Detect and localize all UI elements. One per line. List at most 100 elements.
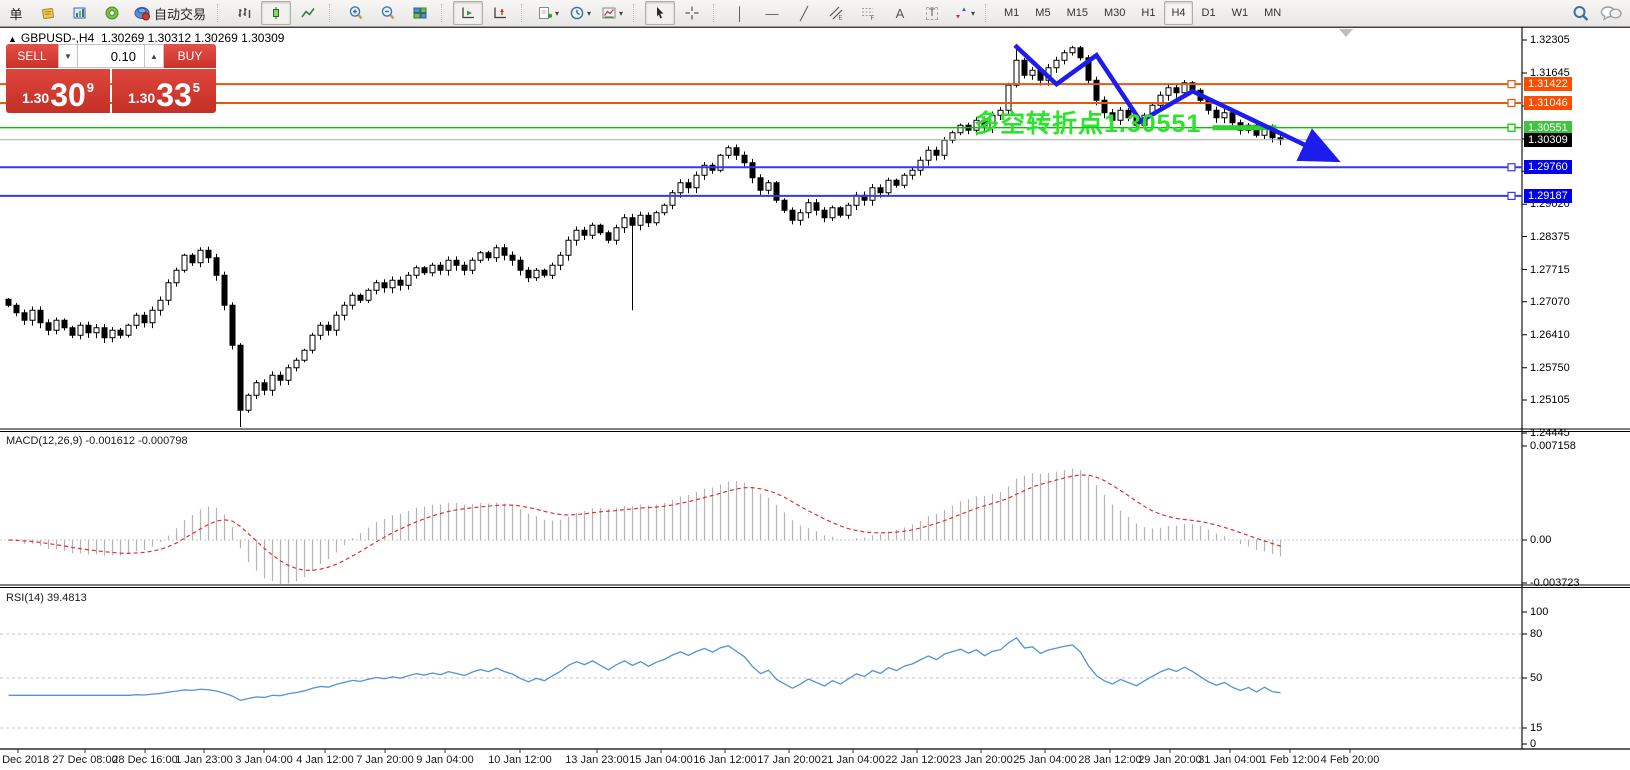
level-handle[interactable] <box>1507 191 1516 200</box>
time-axis-label: 4 Feb 20:00 <box>1320 754 1380 766</box>
time-axis-label: 4 Jan 12:00 <box>296 754 354 766</box>
time-axis-label: 28 Jan 12:00 <box>1078 754 1142 766</box>
indicators-dropdown-caret[interactable]: ▾ <box>555 8 560 18</box>
vertical-line-icon[interactable]: │ <box>735 5 745 21</box>
zoom-out-icon[interactable] <box>373 1 403 25</box>
toolbar-separator <box>521 4 529 22</box>
indicators-add-icon[interactable]: ▾ <box>533 1 563 25</box>
time-axis-label: 22 Jan 12:00 <box>885 754 949 766</box>
buy-price-pip: 5 <box>192 80 201 95</box>
new-chart-icon[interactable] <box>65 1 95 25</box>
arrows-dropdown-caret[interactable]: ▾ <box>971 8 976 18</box>
timeframe-button-M1[interactable]: M1 <box>1004 7 1020 19</box>
indicator-axis-label: -0.003723 <box>1530 577 1580 589</box>
label-icon-letter: T <box>925 6 939 20</box>
svg-text:E: E <box>839 16 843 22</box>
timeframe-button-M15[interactable]: M15 <box>1066 7 1088 19</box>
arrows-icon[interactable]: ▾ <box>949 1 979 25</box>
chart-shift-icon[interactable] <box>485 1 515 25</box>
scroll-to-end-marker[interactable] <box>1339 29 1353 37</box>
zoom-group <box>340 0 436 26</box>
price-tick-label: 1.27070 <box>1530 295 1570 308</box>
collapse-icon[interactable]: ▲ <box>8 34 17 44</box>
horizontal-line-icon[interactable]: — <box>765 5 779 21</box>
level-handle[interactable] <box>1507 98 1516 108</box>
toolbar-separator <box>217 4 225 22</box>
time-axis-label: 1 Jan 23:00 <box>175 754 233 766</box>
level-handle[interactable] <box>1507 123 1516 132</box>
macd-values: -0.001612 -0.000798 <box>85 435 188 447</box>
timeframe-group: M1 M5 M15 M30 H1 H4 D1 W1 MN <box>996 0 1289 26</box>
signals-icon[interactable] <box>97 1 127 25</box>
crosshair-icon[interactable] <box>677 1 707 25</box>
ohlc-values: 1.30269 1.30312 1.30269 1.30309 <box>100 31 285 45</box>
price-tick-label: 1.25750 <box>1530 361 1570 374</box>
price-badge-1.31046: 1.31046 <box>1524 95 1572 110</box>
buy-price-prefix: 1.30 <box>127 90 156 106</box>
auto-scroll-icon[interactable] <box>453 1 484 25</box>
candlestick-chart-icon[interactable] <box>261 1 292 25</box>
indicator-axis-label: 0.00 <box>1530 534 1552 546</box>
zoom-in-icon[interactable] <box>341 1 371 25</box>
timeframe-button-D1[interactable]: D1 <box>1201 7 1216 19</box>
buy-price-button[interactable]: 1.30 33 5 <box>112 69 216 113</box>
history-center-icon[interactable] <box>33 1 63 25</box>
new-order-button[interactable]: 单 <box>1 1 31 25</box>
timeframe-button-M30[interactable]: M30 <box>1103 7 1126 19</box>
trendline-icon[interactable]: ╱ <box>800 5 808 21</box>
sell-price-button[interactable]: 1.30 30 9 <box>6 69 110 113</box>
trend-arrow-line[interactable] <box>1013 43 1341 163</box>
line-chart-icon[interactable] <box>293 1 323 25</box>
equidistant-channel-icon[interactable]: E <box>821 1 851 25</box>
timeframe-button-H4[interactable]: H4 <box>1164 1 1193 25</box>
drawing-group: │ — ╱ E F A T ▾ <box>724 0 980 26</box>
periods-clock-icon[interactable]: ▾ <box>565 1 595 25</box>
templates-icon[interactable]: ▾ <box>597 1 627 25</box>
text-icon[interactable]: A <box>885 1 915 25</box>
periods-dropdown-caret[interactable]: ▾ <box>587 8 592 18</box>
pivot-annotation-text[interactable]: 多空转折点1.30551 <box>974 110 1202 138</box>
sell-button[interactable]: SELL <box>6 44 58 68</box>
time-axis-label: 28 Dec 16:00 <box>112 754 178 766</box>
time-axis-label: 25 Jan 04:00 <box>1013 754 1077 766</box>
level-handle[interactable] <box>1507 163 1516 172</box>
green-trend-segment[interactable] <box>1212 125 1277 131</box>
toolbar-right <box>1572 0 1622 26</box>
timeframe-button-H1[interactable]: H1 <box>1141 7 1156 19</box>
price-tick-label: 1.25105 <box>1530 394 1570 406</box>
volume-input[interactable]: 0.10 <box>78 44 144 68</box>
rsi-line <box>8 636 1281 702</box>
templates-dropdown-caret[interactable]: ▾ <box>619 8 624 18</box>
chart-header: ▲ GBPUSD-,H4 1.30269 1.30312 1.30269 1.30… <box>8 31 284 45</box>
volume-decrease-button[interactable]: ▼ <box>58 44 78 68</box>
price-badge-1.29187: 1.29187 <box>1524 188 1572 203</box>
bar-chart-icon[interactable] <box>229 1 259 25</box>
volume-increase-button[interactable]: ▲ <box>144 44 164 68</box>
fibonacci-icon[interactable]: F <box>853 1 883 25</box>
macd-name: MACD(12,26,9) <box>6 435 83 447</box>
chat-icon[interactable] <box>1600 5 1622 22</box>
tile-windows-icon[interactable] <box>405 1 435 25</box>
indicator-axis-label: 100 <box>1530 606 1549 618</box>
sell-price-prefix: 1.30 <box>21 90 50 106</box>
price-badge-1.30309: 1.30309 <box>1524 132 1572 147</box>
cursor-icon[interactable] <box>645 1 676 25</box>
buy-button[interactable]: BUY <box>164 44 216 68</box>
price-tick-label: 1.27715 <box>1530 263 1570 276</box>
timeframe-button-W1[interactable]: W1 <box>1231 7 1249 19</box>
timeframe-button-MN[interactable]: MN <box>1264 7 1282 19</box>
toolbar-standard-group: 单 自动交易 <box>0 0 212 26</box>
timeframe-button-M5[interactable]: M5 <box>1035 7 1051 19</box>
price-tick-label: 1.24445 <box>1530 427 1570 439</box>
auto-trading-button[interactable]: 自动交易 <box>129 1 211 25</box>
sell-price-big: 30 <box>50 76 86 113</box>
price-badge-1.29760: 1.29760 <box>1524 160 1572 175</box>
search-icon[interactable] <box>1572 5 1590 22</box>
time-axis-label: 16 Jan 12:00 <box>693 754 757 766</box>
time-axis-label: 21 Jan 04:00 <box>821 754 885 766</box>
level-handle[interactable] <box>1507 80 1516 89</box>
text-label-icon[interactable]: T <box>917 1 947 25</box>
symbol-period-label: GBPUSD-,H4 <box>20 31 95 45</box>
scroll-group <box>452 0 516 26</box>
